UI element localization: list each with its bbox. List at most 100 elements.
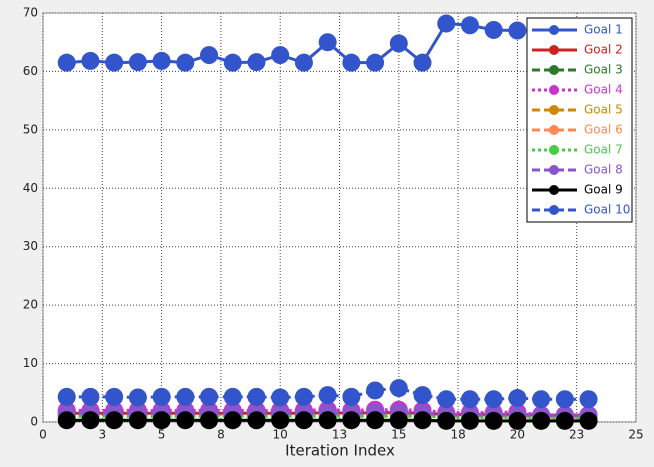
data-point — [294, 387, 313, 406]
legend-label: Goal 3 — [584, 63, 623, 77]
legend-marker — [549, 125, 559, 135]
data-point — [247, 387, 266, 406]
data-point — [128, 388, 147, 407]
data-point — [389, 34, 408, 53]
legend-box — [526, 17, 633, 223]
legend-label: Goal 10 — [584, 203, 630, 217]
data-point — [484, 411, 503, 430]
x-tick-label: 3 — [98, 428, 106, 442]
data-point — [437, 411, 456, 430]
legend-label: Goal 6 — [584, 123, 623, 137]
data-point — [247, 411, 266, 430]
legend-marker — [549, 185, 559, 195]
data-point — [200, 46, 219, 65]
data-point — [318, 386, 337, 405]
data-point — [128, 411, 147, 430]
data-point — [81, 387, 100, 406]
data-point — [413, 386, 432, 405]
data-point — [57, 387, 76, 406]
legend-marker — [549, 145, 559, 155]
x-tick-label: 23 — [569, 428, 584, 442]
legend-label: Goal 4 — [584, 83, 623, 97]
data-point — [271, 46, 290, 65]
legend-marker — [549, 105, 559, 115]
data-point — [200, 411, 219, 430]
data-point — [223, 53, 242, 72]
data-point — [460, 16, 479, 35]
x-tick-label: 25 — [628, 428, 643, 442]
data-point — [579, 390, 598, 409]
data-point — [437, 14, 456, 33]
data-point — [176, 53, 195, 72]
data-point — [366, 53, 385, 72]
data-point — [223, 411, 242, 430]
data-point — [318, 411, 337, 430]
data-point — [152, 411, 171, 430]
data-point — [342, 411, 361, 430]
y-tick-label: 70 — [23, 6, 38, 20]
legend-label: Goal 2 — [584, 43, 623, 57]
y-tick-label: 50 — [23, 122, 38, 136]
data-point — [413, 411, 432, 430]
data-point — [105, 53, 124, 72]
legend-marker — [549, 65, 559, 75]
data-point — [532, 390, 551, 409]
data-point — [152, 51, 171, 70]
legend-label: Goal 8 — [584, 163, 623, 177]
data-point — [484, 390, 503, 409]
data-point — [152, 387, 171, 406]
data-point — [532, 411, 551, 430]
data-point — [294, 53, 313, 72]
legend-marker — [549, 205, 559, 215]
legend-label: Goal 9 — [584, 183, 623, 197]
data-point — [176, 411, 195, 430]
x-tick-label: 18 — [450, 428, 465, 442]
y-tick-label: 60 — [23, 64, 38, 78]
data-point — [508, 21, 527, 40]
data-point — [128, 53, 147, 72]
y-tick-label: 40 — [23, 181, 38, 195]
data-point — [176, 387, 195, 406]
data-point — [366, 411, 385, 430]
data-point — [105, 387, 124, 406]
x-tick-label: 0 — [39, 428, 47, 442]
data-point — [389, 411, 408, 430]
data-point — [366, 381, 385, 400]
data-point — [460, 390, 479, 409]
legend-marker — [549, 45, 559, 55]
y-tick-label: 20 — [23, 298, 38, 312]
x-tick-label: 8 — [217, 428, 225, 442]
data-point — [508, 411, 527, 430]
data-point — [555, 411, 574, 430]
data-point — [342, 387, 361, 406]
data-point — [247, 53, 266, 72]
y-tick-label: 30 — [23, 239, 38, 253]
legend-marker — [549, 165, 559, 175]
legend-marker — [549, 85, 559, 95]
data-point — [318, 33, 337, 52]
data-point — [555, 390, 574, 409]
y-tick-label: 10 — [23, 356, 38, 370]
data-point — [105, 411, 124, 430]
data-point — [81, 411, 100, 430]
data-point — [81, 51, 100, 70]
data-point — [579, 411, 598, 430]
data-point — [437, 390, 456, 409]
data-point — [57, 411, 76, 430]
data-point — [508, 389, 527, 408]
x-axis-label: Iteration Index — [285, 442, 395, 460]
data-point — [271, 388, 290, 407]
x-tick-label: 15 — [391, 428, 406, 442]
data-point — [389, 379, 408, 398]
legend-marker — [549, 25, 559, 35]
data-point — [460, 411, 479, 430]
data-point — [294, 411, 313, 430]
data-point — [223, 387, 242, 406]
x-tick-label: 13 — [332, 428, 347, 442]
x-tick-label: 10 — [273, 428, 288, 442]
legend-label: Goal 5 — [584, 103, 623, 117]
data-point — [200, 387, 219, 406]
data-point — [484, 20, 503, 39]
legend-label: Goal 1 — [584, 23, 623, 37]
